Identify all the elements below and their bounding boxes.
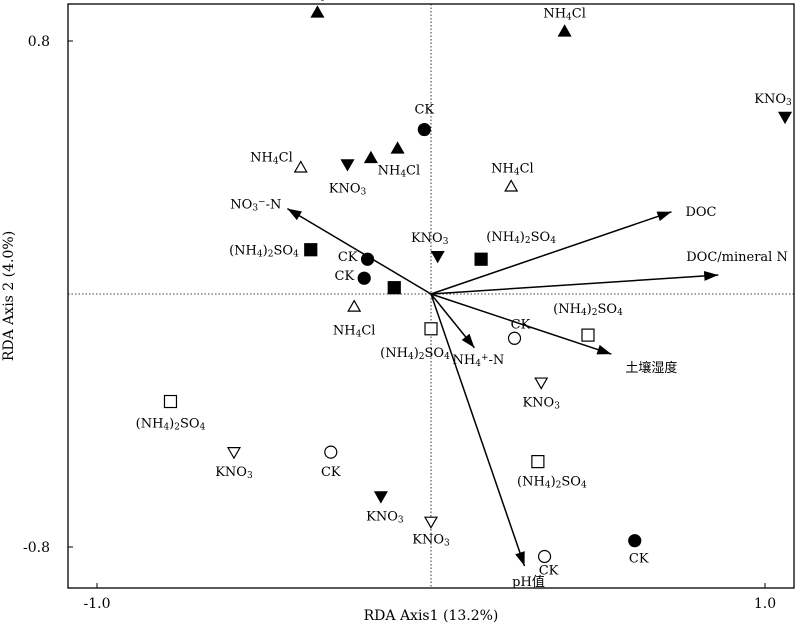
arrow-head bbox=[596, 344, 612, 355]
point-label: KNO3 bbox=[411, 231, 449, 247]
point-label: CK bbox=[539, 563, 559, 578]
point-open-triangle-up bbox=[293, 160, 308, 173]
point-open-triangle-down bbox=[534, 377, 549, 390]
point-filled-square bbox=[387, 281, 401, 295]
point-label: KNO3 bbox=[522, 396, 560, 412]
point-open-triangle-down bbox=[423, 516, 439, 529]
arrow-head bbox=[287, 208, 302, 221]
x-tick-label: 1.0 bbox=[754, 596, 776, 612]
point-label: NH4Cl bbox=[491, 161, 534, 177]
y-tick-label: 0.8 bbox=[28, 34, 50, 50]
point-open-square bbox=[581, 328, 595, 342]
point-label: NH4Cl bbox=[543, 7, 586, 23]
point-label: (NH4)2SO4 bbox=[553, 302, 623, 318]
point-label: CK bbox=[629, 552, 649, 567]
point-label: NH4Cl bbox=[378, 164, 421, 180]
point-filled-triangle-up bbox=[390, 141, 405, 154]
point-label: CK bbox=[321, 465, 341, 480]
arrow-head bbox=[515, 551, 525, 566]
point-label: KNO3 bbox=[366, 509, 404, 525]
point-label: KNO3 bbox=[215, 465, 253, 481]
arrow-line bbox=[430, 274, 719, 295]
point-open-square bbox=[531, 455, 545, 469]
arrow-head bbox=[656, 211, 672, 222]
point-filled-circle bbox=[360, 252, 375, 266]
point-filled-triangle-down bbox=[340, 159, 355, 172]
point-open-triangle-up bbox=[504, 179, 519, 192]
arrow-line bbox=[430, 211, 672, 295]
point-filled-circle bbox=[417, 122, 431, 137]
arrow-line bbox=[286, 207, 432, 295]
point-label: (NH4)2SO4 bbox=[517, 475, 587, 491]
point-label: KNO3 bbox=[412, 533, 450, 549]
x-axis-title: RDA Axis1 (13.2%) bbox=[364, 608, 499, 624]
arrow-label: NO3−-N bbox=[230, 198, 281, 214]
arrow-label: NH4+-N bbox=[453, 353, 505, 369]
point-open-square bbox=[424, 322, 438, 336]
point-label: (NH4)2SO4 bbox=[229, 244, 299, 260]
point-label: CK bbox=[414, 103, 434, 118]
y-tick-label: -0.8 bbox=[23, 540, 50, 556]
point-filled-triangle-down bbox=[373, 491, 388, 504]
arrow-line bbox=[430, 293, 526, 567]
point-label: (NH4)2SO4 bbox=[136, 417, 206, 433]
point-open-triangle-up bbox=[347, 299, 362, 312]
arrow-head bbox=[461, 333, 475, 348]
point-label: NH4Cl bbox=[296, 0, 339, 4]
point-open-circle bbox=[537, 549, 552, 564]
point-filled-triangle-up bbox=[557, 24, 572, 37]
arrow-label: DOC/mineral N bbox=[686, 250, 788, 265]
point-label: CK bbox=[338, 250, 358, 265]
point-filled-square bbox=[474, 252, 488, 266]
point-filled-triangle-down bbox=[430, 250, 445, 264]
point-label: KNO3 bbox=[329, 181, 367, 197]
point-label: (NH4)2SO4 bbox=[380, 346, 450, 362]
point-open-circle bbox=[324, 445, 338, 459]
arrow-head bbox=[703, 270, 719, 281]
point-filled-circle bbox=[357, 271, 371, 285]
point-label: NH4Cl bbox=[250, 151, 293, 167]
point-filled-triangle-down bbox=[778, 111, 793, 125]
point-filled-triangle-up bbox=[363, 150, 378, 164]
arrow-label: DOC bbox=[685, 205, 716, 220]
point-filled-square bbox=[304, 243, 318, 257]
point-label: KNO3 bbox=[754, 92, 792, 108]
arrow-label: 土壤湿度 bbox=[625, 360, 677, 376]
arrow-line bbox=[430, 293, 612, 355]
point-filled-circle bbox=[628, 534, 642, 548]
point-open-square bbox=[163, 394, 178, 409]
point-open-circle bbox=[507, 331, 522, 345]
point-filled-triangle-up bbox=[310, 5, 325, 18]
point-label: CK bbox=[335, 269, 355, 284]
point-label: (NH4)2SO4 bbox=[486, 230, 556, 246]
y-axis-title: RDA Axis 2 (4.0%) bbox=[1, 231, 17, 361]
point-open-triangle-down bbox=[226, 447, 241, 460]
arrow-label: pH值 bbox=[512, 574, 545, 590]
point-label: NH4Cl bbox=[333, 324, 376, 340]
x-tick-label: -1.0 bbox=[84, 596, 111, 612]
point-label: CK bbox=[511, 317, 531, 332]
